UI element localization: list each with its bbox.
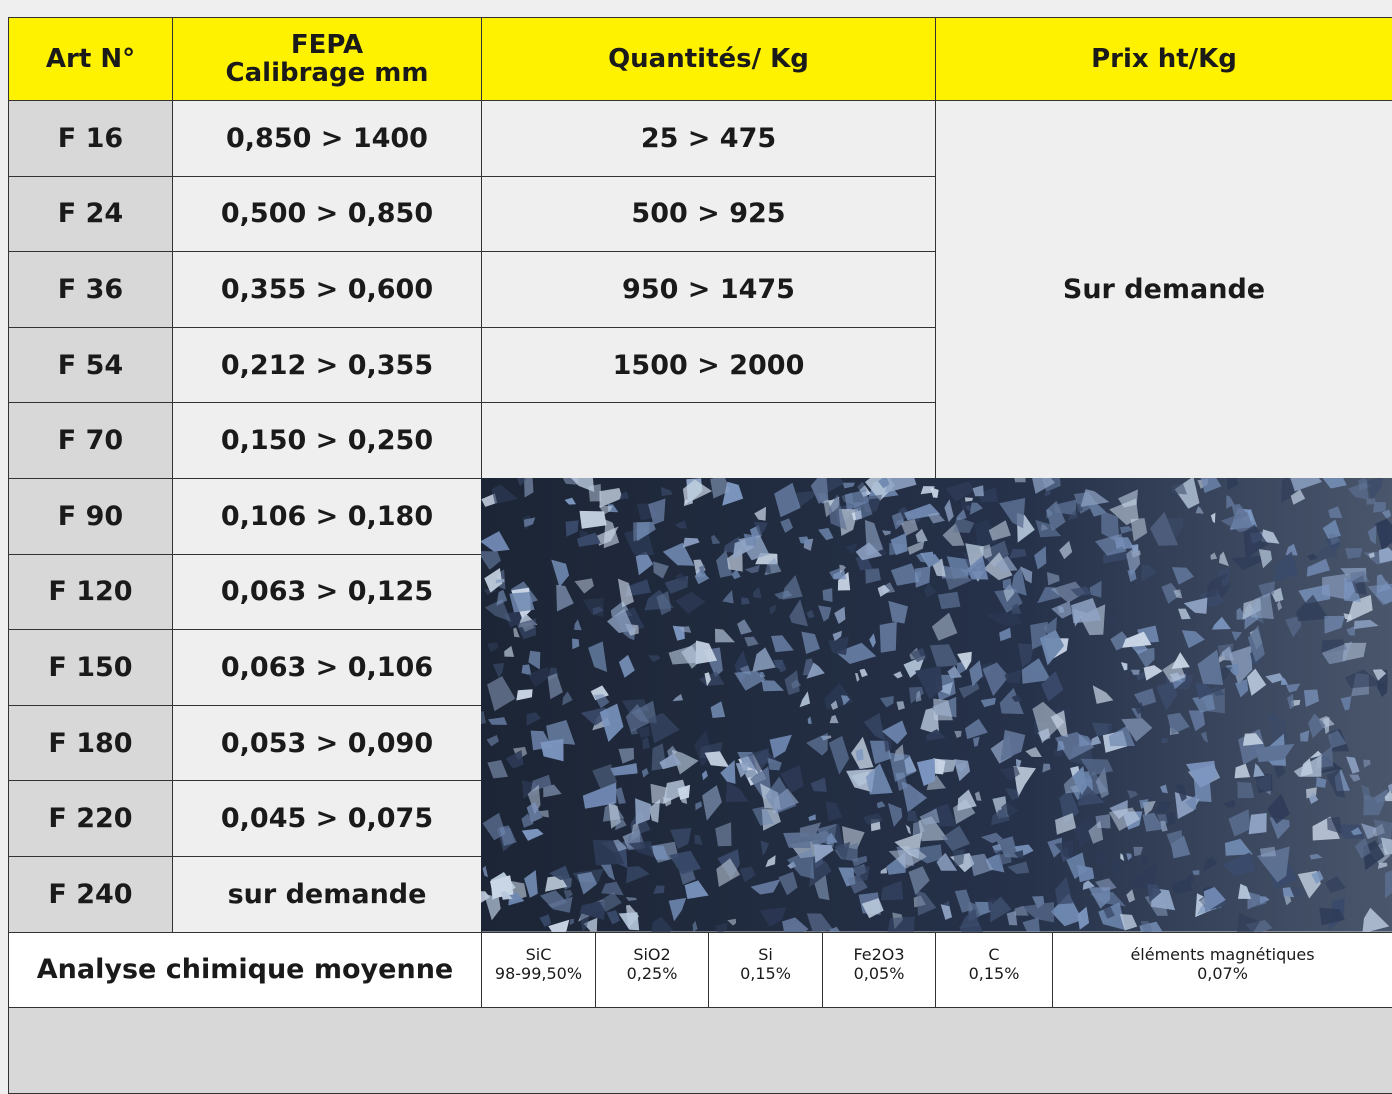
analysis-cell-text: Fe2O3	[853, 945, 904, 964]
header-cell: Quantités/ Kg	[481, 17, 936, 101]
calib-cell-text: 0,063 > 0,125	[221, 576, 433, 607]
page: Art N° FEPACalibrage mm Quantités/ Kg Prix …	[0, 0, 1392, 1092]
analysis-cell-text: 98-99,50%	[495, 964, 582, 983]
analysis-cell-text: SiC	[526, 945, 552, 964]
art-cell-text: F 54	[58, 350, 123, 381]
price-cell: Sur demande	[935, 100, 1392, 479]
art-cell-text: F 220	[48, 803, 132, 834]
art-cell: F 24	[8, 176, 173, 253]
grit-shard	[1379, 547, 1392, 563]
calib-cell: 0,212 > 0,355	[172, 327, 482, 404]
analysis-cell-text: éléments magnétiques	[1130, 945, 1314, 964]
quantity-cell: 950 > 1475	[481, 251, 936, 328]
art-cell-text: F 36	[58, 274, 123, 305]
analysis-cell-text: 0,15%	[740, 964, 791, 983]
quantity-cell-text: 950 > 1475	[622, 274, 795, 305]
art-cell: F 240	[8, 856, 173, 933]
analysis-cell-text: 0,15%	[969, 964, 1020, 983]
calib-cell-text: 0,106 > 0,180	[221, 501, 433, 532]
quantity-cell-text: 25 > 475	[641, 123, 776, 154]
analysis-label: Analyse chimique moyenne	[8, 932, 482, 1008]
calib-cell-text: 0,063 > 0,106	[221, 652, 433, 683]
header-cell-text: Art N°	[46, 44, 135, 74]
art-cell: F 36	[8, 251, 173, 328]
calib-cell-text: 0,212 > 0,355	[221, 350, 433, 381]
art-cell: F 150	[8, 629, 173, 706]
quantity-cell-text: 1500 > 2000	[613, 350, 805, 381]
calib-cell-text: 0,500 > 0,850	[221, 198, 433, 229]
calib-cell: 0,355 > 0,600	[172, 251, 482, 328]
calib-cell: 0,063 > 0,125	[172, 554, 482, 631]
art-cell: F 90	[8, 478, 173, 555]
header-cell-text: Calibrage mm	[226, 59, 429, 87]
grit-shard	[938, 592, 961, 609]
calib-cell-text: 0,045 > 0,075	[221, 803, 433, 834]
art-cell: F 54	[8, 327, 173, 404]
art-cell-text: F 240	[48, 879, 132, 910]
calib-cell: 0,500 > 0,850	[172, 176, 482, 253]
analysis-cell-text: 0,05%	[854, 964, 905, 983]
art-cell-text: F 24	[58, 198, 123, 229]
grit-photo	[481, 478, 1392, 932]
quantity-cell-text: 500 > 925	[631, 198, 785, 229]
header-cell-text: Prix ht/Kg	[1091, 44, 1237, 74]
quantity-cell: 1500 > 2000	[481, 327, 936, 404]
calib-cell-text: 0,850 > 1400	[226, 123, 428, 154]
calib-cell: 0,063 > 0,106	[172, 629, 482, 706]
analysis-cell-text: SiO2	[633, 945, 670, 964]
calib-cell: 0,053 > 0,090	[172, 705, 482, 782]
grit-shard	[1366, 498, 1375, 504]
calib-cell: sur demande	[172, 856, 482, 933]
quantity-cell: 500 > 925	[481, 176, 936, 253]
grit-shard	[823, 588, 833, 602]
art-cell: F 120	[8, 554, 173, 631]
calib-cell: 0,106 > 0,180	[172, 478, 482, 555]
art-cell-text: F 70	[58, 425, 123, 456]
grit-shard	[887, 917, 915, 932]
art-cell-text: F 120	[48, 576, 132, 607]
grit-shard	[1345, 548, 1362, 559]
calib-cell: 0,850 > 1400	[172, 100, 482, 177]
calib-cell: 0,150 > 0,250	[172, 402, 482, 479]
grit-shard	[1249, 813, 1267, 834]
art-cell: F 220	[8, 780, 173, 857]
art-cell: F 70	[8, 402, 173, 479]
footer-block	[8, 1007, 1392, 1094]
price-cell-text: Sur demande	[1063, 274, 1265, 305]
analysis-cell-text: 0,07%	[1197, 964, 1248, 983]
grit-shard	[1194, 776, 1212, 802]
analysis-cell-text: Si	[758, 945, 773, 964]
art-cell: F 16	[8, 100, 173, 177]
quantity-cell: 25 > 475	[481, 100, 936, 177]
calib-cell-text: 0,150 > 0,250	[221, 425, 433, 456]
header-cell: Art N°	[8, 17, 173, 101]
analysis-label-text: Analyse chimique moyenne	[37, 954, 453, 985]
art-cell: F 180	[8, 705, 173, 782]
calib-cell-text: 0,053 > 0,090	[221, 728, 433, 759]
art-cell-text: F 16	[58, 123, 123, 154]
calib-cell-text: sur demande	[228, 879, 427, 910]
art-cell-text: F 150	[48, 652, 132, 683]
quantity-cell	[481, 402, 936, 479]
grit-shard	[880, 622, 897, 653]
header-cell: Prix ht/Kg	[935, 17, 1392, 101]
art-cell-text: F 180	[48, 728, 132, 759]
analysis-cell-text: 0,25%	[627, 964, 678, 983]
art-cell-text: F 90	[58, 501, 123, 532]
header-cell-text: FEPA	[291, 31, 363, 59]
analysis-cell-text: C	[988, 945, 999, 964]
calib-cell: 0,045 > 0,075	[172, 780, 482, 857]
header-cell-text: Quantités/ Kg	[608, 44, 809, 74]
calib-cell-text: 0,355 > 0,600	[221, 274, 433, 305]
